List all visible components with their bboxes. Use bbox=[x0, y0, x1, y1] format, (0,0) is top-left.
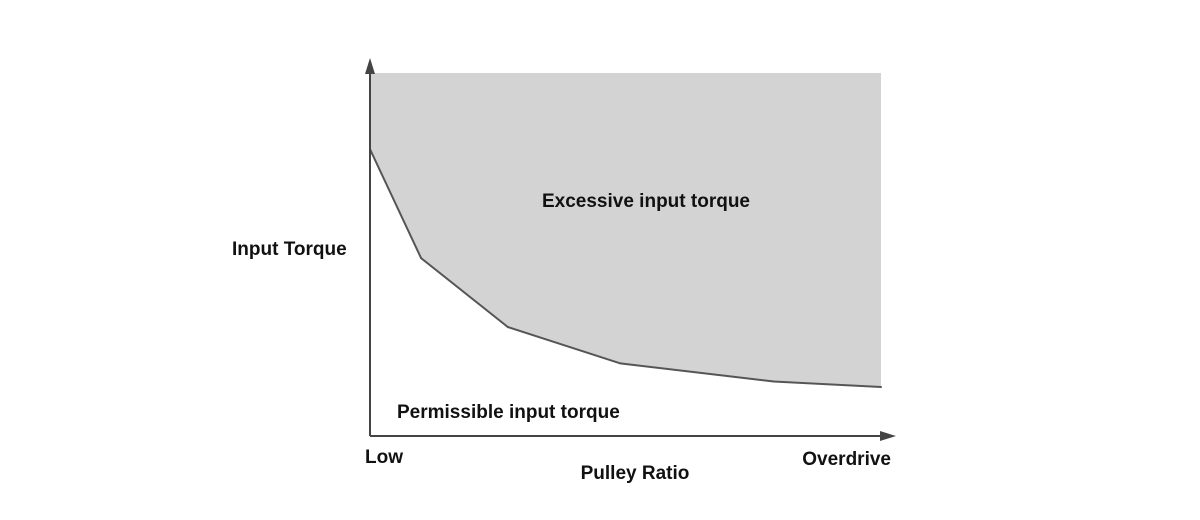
excessive-region-label: Excessive input torque bbox=[542, 191, 750, 212]
curve-point-2 bbox=[506, 326, 509, 329]
x-tick-label-low: Low bbox=[365, 447, 403, 468]
x-axis-arrow-icon bbox=[880, 431, 896, 441]
curve-point-4 bbox=[772, 380, 775, 383]
y-axis-label: Input Torque bbox=[232, 239, 347, 260]
y-axis-arrow-icon bbox=[365, 58, 375, 74]
excessive-torque-region bbox=[370, 73, 881, 387]
permissible-region-label: Permissible input torque bbox=[397, 402, 620, 423]
x-axis-label: Pulley Ratio bbox=[581, 463, 690, 484]
permissible-torque-limit-line bbox=[369, 148, 882, 388]
curve-point-1 bbox=[420, 257, 423, 260]
curve-point-5 bbox=[880, 385, 882, 388]
x-tick-label-overdrive: Overdrive bbox=[802, 449, 891, 470]
curve-point-3 bbox=[619, 362, 622, 365]
